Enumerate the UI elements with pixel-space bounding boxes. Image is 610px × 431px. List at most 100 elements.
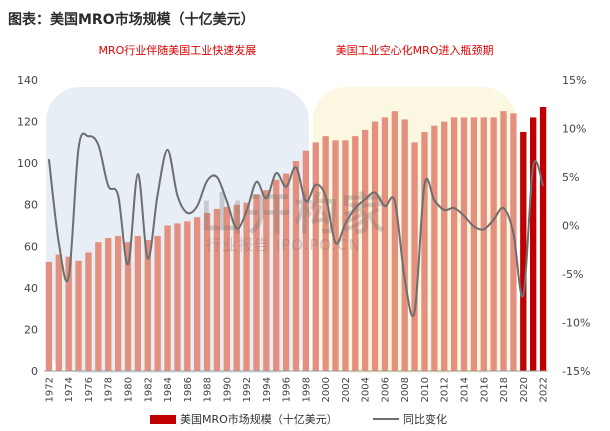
x-tick-2000: 2000 [321,377,332,402]
yoy-point-1987 [196,205,198,207]
x-tick-2014: 2014 [460,377,471,402]
yoy-point-1990 [226,200,228,203]
bar-1975 [75,260,82,371]
bar-2011 [431,125,438,371]
bar-2003 [352,136,359,371]
bar-2020 [520,131,527,371]
bar-2004 [362,129,369,371]
yoy-point-2016 [482,228,485,231]
x-tick-1988: 1988 [203,377,214,402]
y-right-tick-4: 5% [562,171,579,184]
yoy-point-1996 [285,185,287,188]
bar-1976 [85,252,92,371]
legend-label-market-size: 美国MRO市场规模（十亿美元） [180,413,338,426]
yoy-point-2004 [364,198,366,201]
yoy-point-1972 [48,158,50,161]
yoy-point-1991 [235,227,238,230]
period-annotation-2: 美国工业空心化MRO进入瓶颈期 [336,43,494,57]
yoy-point-1989 [216,176,218,178]
yoy-point-1973 [58,242,60,244]
bar-1985 [174,223,181,371]
yoy-point-1986 [186,212,189,214]
yoy-point-2013 [453,207,455,209]
bar-1979 [114,235,122,371]
bar-2017 [490,117,497,372]
bar-1995 [273,179,280,371]
bar-1977 [95,242,102,371]
bar-1973 [55,254,62,371]
yoy-point-2015 [473,225,475,228]
y-left-tick-120: 120 [17,116,38,129]
legend-item-market-size: 美国MRO市场规模（十亿美元） [150,411,338,427]
bar-2010 [421,131,428,371]
bar-2009 [411,142,418,371]
y-right-tick-6: 15% [562,74,586,87]
x-tick-2008: 2008 [400,377,411,402]
bar-2012 [441,121,448,371]
yoy-point-1977 [97,144,100,146]
legend-item-yoy: 同比变化 [373,411,447,427]
yoy-point-2011 [433,199,436,202]
x-tick-1982: 1982 [143,377,154,402]
x-tick-1976: 1976 [84,377,95,402]
bar-2002 [342,140,349,371]
y-left-tick-60: 60 [24,240,38,253]
bar-1988 [203,213,211,371]
yoy-point-1974 [67,276,70,278]
bar-1986 [184,221,191,371]
x-tick-1994: 1994 [262,377,273,402]
bar-2001 [332,140,339,371]
x-tick-2016: 2016 [479,377,490,402]
bar-2018 [500,111,507,371]
yoy-point-2017 [492,218,495,221]
legend-label-yoy: 同比变化 [403,413,447,426]
x-tick-1986: 1986 [183,377,194,402]
x-tick-2010: 2010 [420,377,431,402]
x-tick-2002: 2002 [341,377,352,402]
yoy-point-2018 [502,207,505,209]
y-right-tick-3: 0% [562,220,579,233]
yoy-point-2006 [384,205,386,207]
y-left-tick-40: 40 [24,282,38,295]
yoy-point-2012 [443,209,446,211]
yoy-point-2007 [394,200,396,203]
x-tick-2004: 2004 [361,377,372,402]
y-right-tick-5: 10% [562,123,586,136]
bar-1984 [164,225,171,371]
bar-2007 [391,111,398,371]
watermark-logo: 山开构家 [200,189,388,240]
bar-2016 [480,117,487,372]
yoy-point-1998 [305,200,307,203]
bar-1997 [292,161,300,371]
x-tick-1998: 1998 [301,377,312,402]
yoy-point-1985 [176,194,179,197]
bar-1994 [263,190,270,371]
bar-1992 [243,202,250,371]
y-right-tick-2: -5% [562,268,583,281]
yoy-point-1984 [166,149,169,151]
yoy-point-2001 [334,242,337,244]
x-tick-2012: 2012 [440,377,451,402]
bar-1981 [134,235,142,371]
yoy-point-2022 [542,184,544,187]
yoy-point-1999 [314,183,317,186]
y-left-tick-140: 140 [17,74,38,87]
yoy-point-2002 [344,222,347,225]
bar-2021 [530,117,537,372]
yoy-point-1979 [117,194,119,197]
y-right-tick-1: -10% [562,317,590,330]
bar-2022 [539,107,547,372]
legend-line-swatch [373,418,399,420]
yoy-point-1975 [77,147,80,149]
bar-2005 [371,121,379,371]
bar-1972 [45,261,53,371]
yoy-point-1988 [206,180,208,182]
bar-1982 [144,240,151,371]
y-left-tick-80: 80 [24,199,38,212]
legend-bar-swatch [150,414,176,424]
x-tick-1990: 1990 [222,377,233,402]
bar-1978 [105,237,112,371]
bar-1996 [282,173,290,371]
yoy-point-1980 [127,263,129,266]
y-left-tick-100: 100 [17,157,38,170]
